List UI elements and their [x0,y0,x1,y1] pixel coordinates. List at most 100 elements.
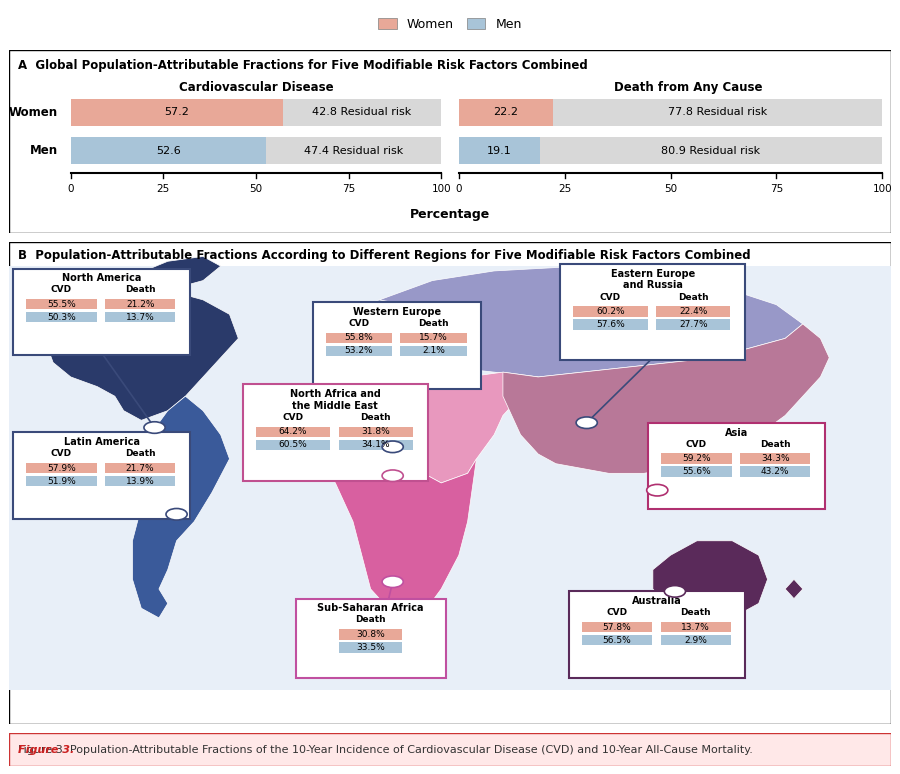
Polygon shape [132,396,230,618]
Polygon shape [380,266,803,377]
FancyBboxPatch shape [256,440,330,450]
FancyBboxPatch shape [313,303,481,389]
FancyBboxPatch shape [105,476,176,486]
Text: Death: Death [125,449,156,458]
Text: 22.4%: 22.4% [680,307,707,316]
Text: Death: Death [680,608,711,617]
Text: 13.9%: 13.9% [126,477,155,485]
FancyBboxPatch shape [326,333,392,343]
FancyBboxPatch shape [105,312,176,323]
FancyBboxPatch shape [740,466,810,477]
Text: 19.1: 19.1 [487,146,511,156]
Text: 53.2%: 53.2% [345,347,373,355]
Text: 42.8 Residual risk: 42.8 Residual risk [312,108,411,117]
Text: 22.2: 22.2 [493,108,518,117]
Polygon shape [318,435,476,618]
Polygon shape [327,300,432,372]
Text: 55.5%: 55.5% [47,300,76,309]
FancyBboxPatch shape [26,463,96,474]
Text: 55.8%: 55.8% [345,334,373,342]
Text: CVD: CVD [600,293,621,302]
Text: CVD: CVD [607,608,627,617]
Polygon shape [503,324,829,474]
FancyBboxPatch shape [71,137,266,164]
Text: Men: Men [30,144,58,157]
Text: 34.1%: 34.1% [362,440,391,450]
Text: 57.9%: 57.9% [47,464,76,472]
FancyBboxPatch shape [400,346,467,356]
Text: North Africa and
the Middle East: North Africa and the Middle East [290,389,381,410]
FancyBboxPatch shape [662,466,732,477]
Text: CVD: CVD [348,319,370,328]
Polygon shape [132,256,220,290]
FancyBboxPatch shape [582,622,652,632]
Text: CVD: CVD [686,440,707,449]
FancyBboxPatch shape [283,98,441,126]
Text: 34.3%: 34.3% [760,454,789,463]
Text: 21.7%: 21.7% [126,464,155,472]
FancyBboxPatch shape [459,137,540,164]
FancyBboxPatch shape [14,433,190,519]
Text: 43.2%: 43.2% [760,467,789,476]
FancyBboxPatch shape [582,635,652,646]
Text: 27.7%: 27.7% [680,320,707,329]
FancyBboxPatch shape [9,733,891,766]
Text: 33.5%: 33.5% [356,642,385,652]
Text: Asia: Asia [725,427,748,437]
Text: 0: 0 [68,183,74,194]
Text: CVD: CVD [50,286,72,294]
Text: 60.2%: 60.2% [596,307,625,316]
Text: 100: 100 [872,183,892,194]
FancyBboxPatch shape [656,319,731,330]
Text: 50: 50 [249,183,263,194]
Text: Death: Death [356,615,386,625]
FancyBboxPatch shape [105,463,176,474]
Text: 25: 25 [558,183,572,194]
Text: 80.9 Residual risk: 80.9 Residual risk [662,146,760,156]
FancyBboxPatch shape [9,266,891,690]
Circle shape [144,422,165,433]
FancyBboxPatch shape [573,319,648,330]
Text: 100: 100 [431,183,451,194]
Circle shape [382,576,403,587]
FancyBboxPatch shape [14,269,190,355]
Legend: Women, Men: Women, Men [374,13,526,36]
Text: 57.8%: 57.8% [603,622,632,632]
Text: 52.6: 52.6 [156,146,181,156]
FancyBboxPatch shape [553,98,882,126]
Text: 15.7%: 15.7% [419,334,448,342]
FancyBboxPatch shape [243,384,428,481]
FancyBboxPatch shape [656,306,731,317]
FancyBboxPatch shape [648,423,824,509]
FancyBboxPatch shape [459,98,553,126]
FancyBboxPatch shape [26,476,96,486]
FancyBboxPatch shape [295,598,446,678]
FancyBboxPatch shape [266,137,441,164]
FancyBboxPatch shape [339,629,402,639]
FancyBboxPatch shape [661,635,731,646]
FancyBboxPatch shape [71,98,283,126]
Circle shape [382,441,403,453]
FancyBboxPatch shape [740,453,810,464]
Text: 50: 50 [664,183,677,194]
Text: Death from Any Cause: Death from Any Cause [614,81,762,94]
Text: 75: 75 [770,183,783,194]
FancyBboxPatch shape [339,642,402,652]
Text: 0: 0 [455,183,462,194]
FancyBboxPatch shape [339,426,413,437]
Text: Figure 3.: Figure 3. [18,745,82,755]
Text: Sub-Saharan Africa: Sub-Saharan Africa [318,604,424,614]
Text: Death: Death [125,286,156,294]
Circle shape [664,586,686,598]
FancyBboxPatch shape [569,591,745,678]
Text: CVD: CVD [283,413,303,422]
Circle shape [166,509,187,520]
Text: Death: Death [678,293,708,302]
Text: 56.5%: 56.5% [603,635,632,645]
FancyBboxPatch shape [573,306,648,317]
Text: Percentage: Percentage [410,208,490,221]
Text: Women: Women [8,106,58,118]
Text: 30.8%: 30.8% [356,630,385,639]
FancyBboxPatch shape [400,333,467,343]
Text: 47.4 Residual risk: 47.4 Residual risk [304,146,403,156]
